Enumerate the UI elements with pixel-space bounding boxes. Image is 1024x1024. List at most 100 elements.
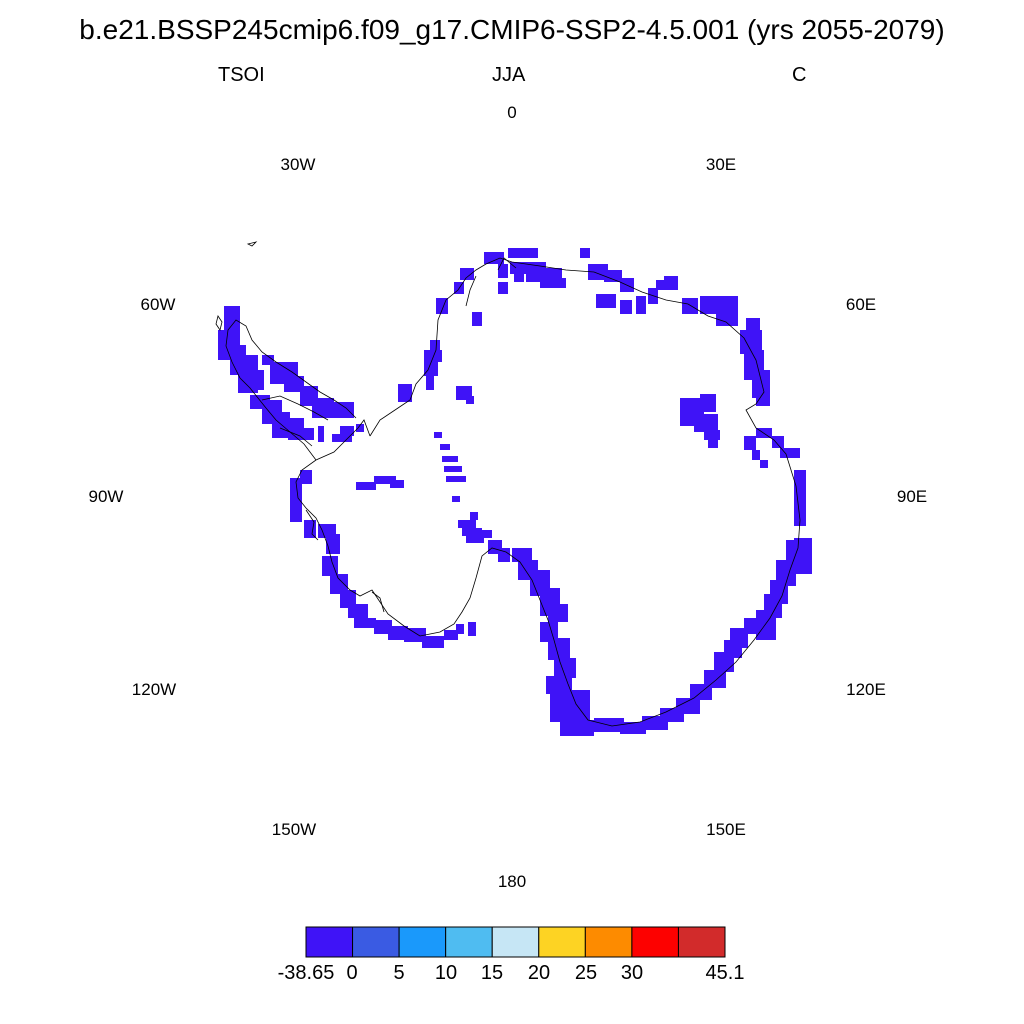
colorbar-tick-label: 15 — [480, 962, 504, 984]
lon-label-180: 180 — [497, 872, 527, 891]
shaded-cell — [760, 460, 768, 468]
shaded-cell — [452, 496, 460, 502]
shaded-cell — [540, 278, 566, 288]
shaded-cell — [546, 676, 572, 694]
shaded-cell — [328, 402, 354, 418]
shaded-cell — [700, 394, 716, 412]
shaded-cell — [620, 300, 632, 314]
shaded-cell — [794, 470, 806, 526]
shaded-cell — [780, 448, 800, 458]
shaded-cell — [472, 312, 482, 326]
coastline-path — [246, 241, 258, 247]
shaded-cell — [704, 430, 720, 440]
shaded-cell — [322, 556, 338, 576]
coastline-path — [465, 275, 477, 307]
shaded-cell — [348, 604, 368, 618]
shaded-cell — [730, 628, 748, 648]
shaded-cell — [620, 722, 646, 734]
colorbar-tick-label: 25 — [574, 962, 598, 984]
shaded-cell — [682, 298, 698, 314]
shaded-cell — [550, 690, 590, 722]
shaded-cell — [444, 466, 462, 472]
shaded-cell — [404, 628, 426, 642]
shaded-cell — [560, 720, 594, 736]
colorbar-tick-label: 5 — [393, 962, 405, 984]
shaded-cell — [326, 534, 340, 554]
shaded-cell — [462, 528, 482, 536]
colorbar-tick-label: 20 — [527, 962, 551, 984]
shaded-cell — [744, 618, 756, 634]
shaded-cell — [444, 630, 458, 640]
shaded-cell — [484, 252, 504, 264]
shaded-cell — [700, 296, 718, 314]
colorbar-box — [584, 926, 633, 958]
shaded-cell — [300, 428, 314, 440]
lon-label-30e: 30E — [705, 155, 737, 174]
shaded-cell — [460, 268, 474, 280]
shaded-cell — [746, 318, 760, 332]
tsoi-shaded-field — [218, 248, 812, 736]
colorbar-box — [677, 926, 726, 958]
coastline-path — [305, 509, 319, 541]
colorbar-box — [352, 926, 400, 958]
lon-label-60e: 60E — [845, 295, 877, 314]
shaded-cell — [466, 396, 474, 404]
colorbar-box — [538, 926, 586, 958]
shaded-cell — [354, 618, 376, 628]
shaded-cell — [752, 450, 760, 460]
shaded-cell — [442, 456, 458, 462]
shaded-cell — [388, 626, 408, 640]
shaded-cell — [248, 370, 264, 390]
shaded-cell — [716, 296, 738, 326]
coastline-path — [225, 319, 357, 461]
shaded-cell — [340, 426, 354, 436]
shaded-cell — [424, 362, 438, 376]
shaded-cell — [290, 478, 302, 522]
shaded-cell — [554, 658, 576, 678]
coastline-path — [215, 315, 223, 331]
colorbar-tick-label: 30 — [620, 962, 644, 984]
shaded-cell — [512, 548, 532, 562]
shaded-cell — [548, 638, 570, 660]
coastline — [215, 241, 801, 727]
shaded-cell — [356, 482, 376, 490]
lon-label-150w: 150W — [271, 820, 317, 839]
shaded-cell — [636, 296, 646, 314]
lon-label-60w: 60W — [140, 295, 176, 314]
shaded-cell — [596, 294, 616, 308]
shaded-cell — [262, 355, 274, 365]
shaded-cell — [374, 620, 392, 634]
colorbar-box — [398, 926, 447, 958]
shaded-cell — [548, 604, 568, 622]
coastline-path — [279, 427, 313, 447]
shaded-cell — [476, 530, 492, 538]
shaded-cell — [456, 624, 464, 634]
lon-label-30w: 30W — [280, 155, 316, 174]
shaded-cell — [424, 350, 442, 362]
shaded-cell — [284, 376, 304, 392]
shaded-cell — [498, 548, 510, 562]
shaded-cell — [466, 535, 484, 543]
colorbar-tick-label: 45.1 — [705, 962, 745, 984]
shaded-cell — [498, 264, 508, 278]
shaded-cell — [656, 280, 664, 290]
shaded-cell — [664, 276, 678, 290]
shaded-cell — [580, 248, 590, 258]
variable-label: TSOI — [218, 64, 265, 86]
shaded-cell — [756, 392, 770, 406]
colorbar-box — [445, 926, 493, 958]
shaded-cell — [426, 376, 434, 390]
colorbar-box — [305, 926, 354, 958]
lon-label-120w: 120W — [131, 680, 177, 699]
shaded-cell — [390, 480, 404, 488]
shaded-cell — [604, 270, 622, 282]
plot-title: b.e21.BSSP245cmip6.f09_g17.CMIP6-SSP2-4.… — [79, 14, 945, 45]
shaded-cell — [498, 282, 508, 294]
shaded-cell — [694, 414, 718, 432]
colorbar-box — [491, 926, 540, 958]
shaded-cell — [374, 476, 396, 484]
shaded-cell — [470, 512, 478, 520]
lon-label-90e: 90E — [896, 487, 928, 506]
shaded-cell — [514, 270, 524, 282]
